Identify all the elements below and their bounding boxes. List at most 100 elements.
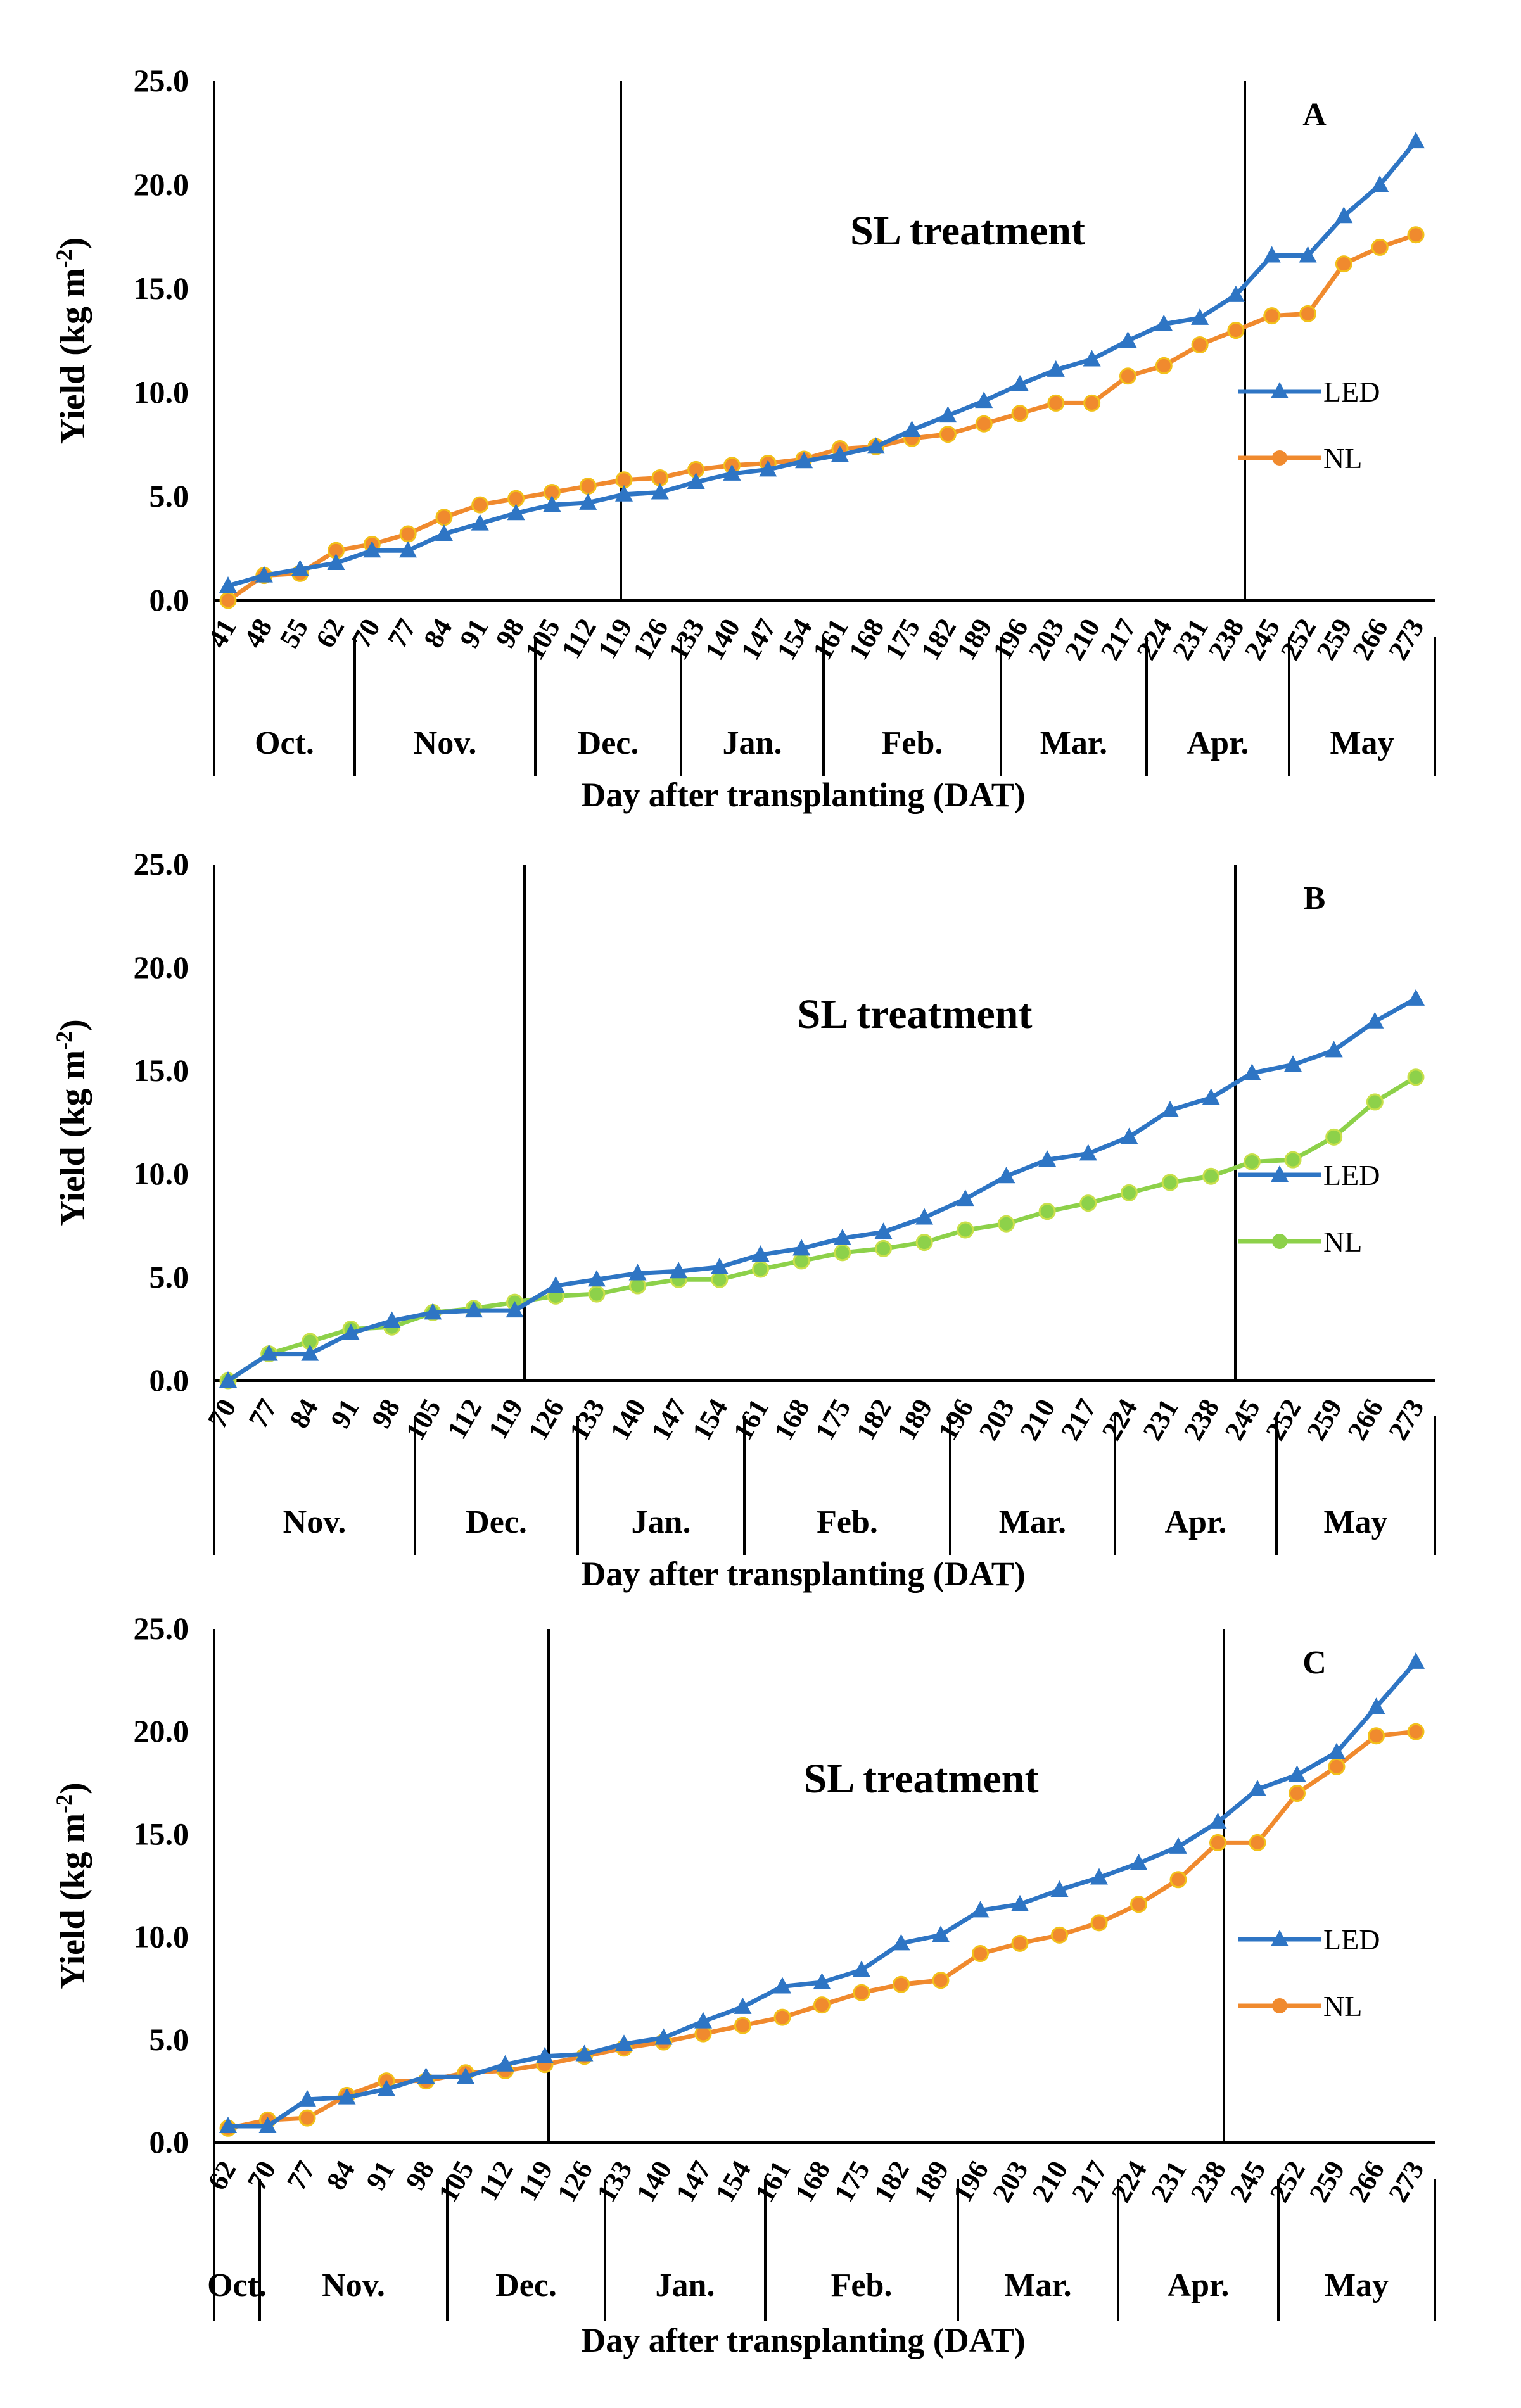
x-tick-label: 224 [1105, 2156, 1153, 2208]
legend-item-nl: NL [1238, 1226, 1362, 1258]
x-tick-label: 252 [1259, 1394, 1307, 1446]
x-tick-label: 126 [522, 1394, 570, 1446]
x-tick-label: 70 [201, 1394, 242, 1434]
x-tick-label: 91 [454, 614, 494, 654]
x-tick-label: 175 [828, 2156, 875, 2208]
data-point [363, 541, 381, 558]
data-point [1191, 336, 1209, 354]
y-tick-label: 15.0 [134, 270, 189, 306]
data-point [399, 525, 417, 543]
data-point [1011, 1934, 1029, 1952]
x-tick-label: 273 [1382, 1394, 1430, 1446]
data-point [1083, 350, 1101, 367]
x-tick-label: 210 [1026, 2156, 1074, 2208]
data-point [338, 2088, 356, 2105]
data-point [298, 2109, 316, 2127]
x-tick-label: 133 [663, 614, 710, 666]
data-point [615, 2034, 633, 2051]
x-tick-label: 41 [201, 614, 242, 654]
data-point [1155, 314, 1173, 331]
y-tick-label: 10.0 [134, 374, 189, 410]
data-point [1169, 1837, 1187, 1854]
data-point [1299, 305, 1317, 322]
x-tick-label: 119 [591, 614, 638, 664]
data-point [1079, 1194, 1097, 1212]
panel-label: A [1302, 97, 1327, 133]
data-point [1407, 1068, 1425, 1086]
chart-title: SL treatment [804, 1756, 1039, 1802]
series-led [219, 1652, 1425, 2134]
x-tick-label: 112 [441, 1394, 488, 1445]
x-tick-label: 119 [482, 1394, 529, 1445]
x-tick-label: 231 [1145, 2156, 1192, 2208]
x-tick-label: 62 [310, 614, 350, 654]
data-point [687, 472, 705, 490]
data-point [1335, 255, 1352, 273]
x-tick-label: 252 [1275, 614, 1322, 666]
data-point [1328, 1742, 1346, 1759]
x-tick-label: 105 [519, 614, 566, 666]
data-point [1325, 1041, 1343, 1058]
data-point [579, 478, 597, 495]
data-point [1120, 1184, 1138, 1201]
legend-label: NL [1323, 1226, 1362, 1258]
data-point [1130, 1896, 1147, 1913]
x-tick-label: 147 [645, 1394, 692, 1446]
data-point [654, 2028, 673, 2045]
x-tick-label: 55 [274, 614, 314, 654]
x-tick-label: 252 [1264, 2156, 1311, 2208]
chart-title: SL treatment [850, 208, 1085, 254]
month-label: May [1330, 725, 1394, 761]
x-tick-label: 182 [850, 1394, 898, 1446]
x-tick-label: 231 [1166, 614, 1214, 666]
y-tick-label: 0.0 [150, 582, 189, 618]
data-point [260, 1344, 278, 1361]
y-tick-label: 5.0 [150, 1259, 189, 1295]
month-label: Oct. [207, 2267, 267, 2303]
data-point [1284, 1151, 1302, 1169]
data-point [341, 1324, 360, 1341]
x-tick-label: 238 [1185, 2156, 1232, 2208]
series-line [227, 996, 1417, 1383]
series-line [227, 1075, 1417, 1383]
data-point [1407, 1723, 1425, 1740]
data-point [1202, 1088, 1220, 1105]
x-axis-label: Day after transplanting (DAT) [581, 776, 1025, 814]
x-tick-label: 245 [1219, 1394, 1266, 1446]
data-point [301, 1344, 319, 1361]
y-tick-label: 15.0 [134, 1053, 189, 1088]
chart-title: SL treatment [798, 991, 1033, 1037]
y-tick-label: 10.0 [134, 1156, 189, 1191]
data-point [734, 1997, 752, 2014]
data-point [710, 1257, 729, 1274]
data-point [1120, 1127, 1138, 1144]
x-tick-label: 217 [1095, 614, 1142, 666]
x-tick-label: 238 [1178, 1394, 1225, 1446]
data-point [1191, 308, 1209, 325]
x-tick-label: 266 [1343, 2156, 1391, 2208]
data-point [457, 2067, 474, 2084]
legend-marker [1272, 1998, 1287, 2013]
data-point [1209, 1812, 1227, 1829]
x-tick-label: 182 [915, 614, 962, 666]
series-line [228, 1660, 1418, 2129]
data-point [1011, 374, 1029, 391]
data-point [1050, 1880, 1069, 1897]
y-tick-label: 10.0 [134, 1919, 189, 1955]
data-point [1090, 1914, 1108, 1932]
x-tick-label: 231 [1136, 1394, 1184, 1446]
month-label: Jan. [632, 1504, 691, 1540]
data-point [1263, 307, 1281, 325]
month-label: May [1323, 1504, 1387, 1540]
data-point [651, 483, 669, 500]
data-point [536, 2046, 554, 2063]
panel-label: C [1302, 1645, 1327, 1681]
data-point [1226, 285, 1245, 302]
y-tick-label: 25.0 [134, 846, 189, 882]
data-point [1407, 226, 1425, 244]
legend-label: NL [1323, 1990, 1362, 2022]
data-point [1119, 331, 1137, 348]
month-label: Dec. [466, 1504, 527, 1540]
data-point [813, 1972, 831, 1989]
